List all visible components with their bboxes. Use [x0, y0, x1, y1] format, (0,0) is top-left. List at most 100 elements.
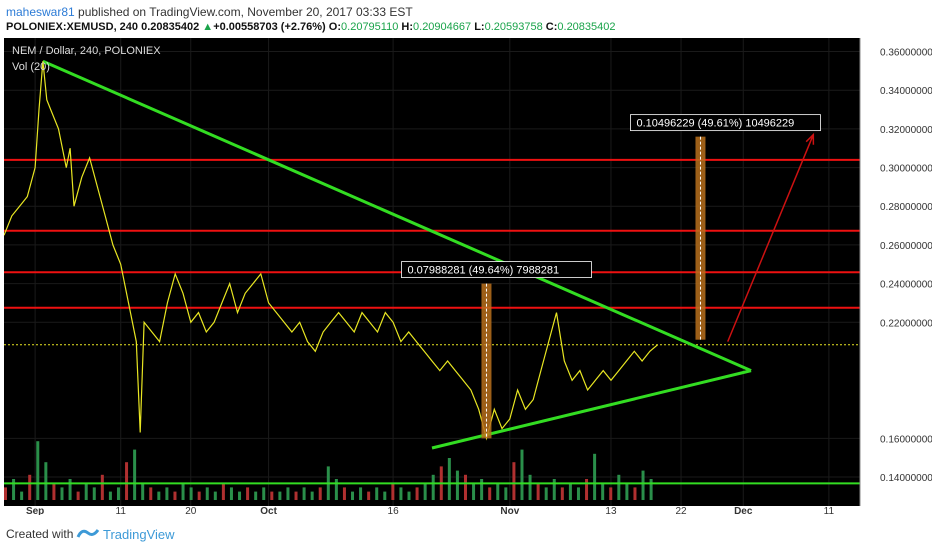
- time-axis: Sep 11 20 Oct 16 Nov 13 22 Dec 11: [4, 506, 932, 517]
- volume-bar: [351, 491, 355, 500]
- volume-bar: [544, 487, 548, 500]
- projection-arrow-head: [805, 132, 815, 145]
- price-series: [3, 61, 659, 441]
- volume-bar: [391, 483, 395, 500]
- volume-bar: [238, 491, 242, 500]
- price-line: [3, 61, 659, 441]
- trendline: [42, 59, 752, 373]
- y-tick-label: 0.28000000: [880, 202, 932, 213]
- volume-bar: [423, 483, 427, 500]
- volume-bar: [197, 491, 201, 500]
- volume-bar: [334, 479, 338, 500]
- y-tick-label: 0.36000000: [880, 48, 932, 59]
- volume-legend: Vol (20): [12, 61, 50, 73]
- price-axis: 0.36000000 0.34000000 0.32000000 0.30000000…: [859, 38, 932, 515]
- volume-bar: [342, 487, 346, 500]
- y-tick-label: 0.34000000: [880, 86, 932, 97]
- volume-bar: [593, 453, 597, 500]
- volume-bar: [367, 491, 371, 500]
- chart-header: maheswar81 published on TradingView.com,…: [0, 0, 932, 38]
- volume-bar: [213, 491, 217, 500]
- volume-bar: [100, 474, 104, 500]
- price-axis-bg: [860, 38, 932, 515]
- open-label: O:: [328, 21, 342, 33]
- close-value: 0.20835402: [557, 21, 616, 33]
- measure-label-box: [401, 261, 592, 279]
- volume-bar: [157, 491, 161, 500]
- y-tick-label: 0.16000000: [880, 434, 932, 445]
- x-tick-label: Sep: [26, 506, 44, 515]
- x-tick-label: 20: [185, 506, 197, 515]
- author-link[interactable]: maheswar81: [6, 5, 75, 19]
- volume-bar: [512, 462, 516, 500]
- volume-bar: [84, 483, 88, 500]
- chart-canvas[interactable]: 0.303982720.267292360.245928360.22745731…: [3, 38, 932, 517]
- x-tick-label: 11: [116, 506, 127, 515]
- x-tick-label: Nov: [500, 506, 519, 515]
- volume-bar: [520, 449, 524, 500]
- volume-bar: [133, 449, 137, 500]
- volume-bar: [116, 487, 120, 500]
- volume-bar: [383, 491, 387, 500]
- volume-bar: [141, 483, 145, 500]
- volume-bar: [76, 491, 80, 500]
- high-label: H:: [401, 21, 414, 33]
- change-up-icon: ▲: [202, 21, 214, 33]
- volume-bar: [641, 470, 645, 500]
- volume-bar: [609, 487, 613, 500]
- y-tick-label: 0.26000000: [880, 241, 932, 252]
- price-chart[interactable]: 0.303982720.267292360.245928360.22745731…: [3, 38, 932, 517]
- volume-bar: [125, 462, 129, 500]
- y-tick-label: 0.22000000: [880, 318, 932, 329]
- volume-bar: [431, 474, 435, 500]
- measure-label: 0.10496229 (49.61%) 10496229: [636, 118, 794, 130]
- volume-bar: [455, 470, 459, 500]
- volume-bar: [60, 487, 64, 500]
- volume-bar: [310, 491, 314, 500]
- volume-bar: [149, 487, 153, 500]
- volume-bar: [633, 487, 637, 500]
- volume-bar: [601, 483, 605, 500]
- volume-bar: [246, 487, 250, 500]
- volume-bar: [262, 487, 266, 500]
- last-price: 0.20835402: [141, 21, 200, 33]
- volume-bar: [568, 483, 572, 500]
- volume-bar: [36, 441, 40, 500]
- volume-bar: [560, 487, 564, 500]
- low-label: L:: [474, 21, 485, 33]
- volume-bar: [552, 479, 556, 500]
- volume-bar: [359, 487, 363, 500]
- volume-bar: [189, 487, 193, 500]
- volume-bar: [44, 462, 48, 500]
- volume-bar: [375, 487, 379, 500]
- x-tick-label: 22: [675, 506, 687, 515]
- volume-bar: [318, 487, 322, 500]
- y-tick-label: 0.24000000: [880, 280, 932, 291]
- high-value: 0.20904667: [413, 21, 472, 33]
- volume-bar: [165, 487, 169, 500]
- volume-bar: [472, 483, 476, 500]
- volume-bar: [205, 487, 209, 500]
- volume-bar: [649, 479, 653, 500]
- volume-bar: [576, 487, 580, 500]
- trendline: [431, 369, 752, 450]
- volume-bar: [28, 474, 32, 500]
- x-tick-label: Dec: [734, 506, 753, 515]
- tradingview-brand[interactable]: TradingView: [103, 527, 175, 542]
- volume-bar: [625, 483, 629, 500]
- volume-bar: [585, 479, 589, 500]
- created-with-text: Created with: [6, 527, 74, 541]
- volume-bar: [528, 474, 532, 500]
- volume-bar: [108, 491, 112, 500]
- tradingview-logo-icon: [76, 529, 100, 538]
- volume-bar: [399, 487, 403, 500]
- publish-text: published on TradingView.com, November 2…: [74, 5, 413, 19]
- x-tick-label: 11: [824, 506, 835, 515]
- low-value: 0.20593758: [484, 21, 543, 33]
- ohlc-line: POLONIEX:XEMUSD, 240 0.20835402 ▲+0.0055…: [6, 21, 616, 33]
- volume-bar: [536, 483, 540, 500]
- x-tick-label: Oct: [260, 506, 277, 515]
- volume-bar: [52, 483, 56, 500]
- publish-info: maheswar81 published on TradingView.com,…: [6, 5, 413, 19]
- volume-bar: [617, 474, 621, 500]
